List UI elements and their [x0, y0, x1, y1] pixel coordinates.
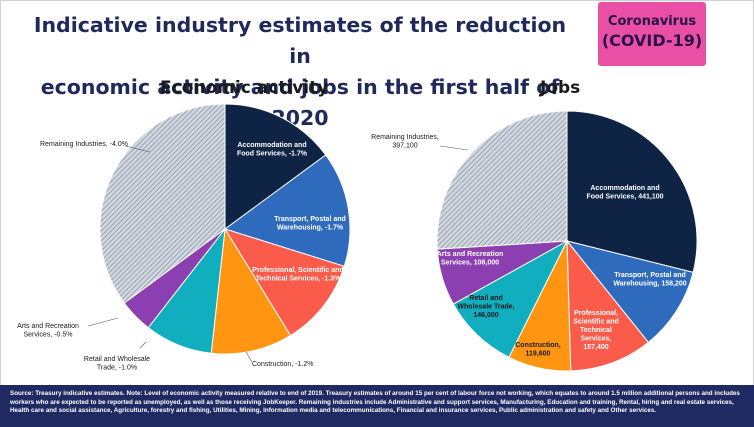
badge-line-1: Coronavirus [607, 14, 697, 29]
badge-line-2: (COVID-19) [601, 31, 703, 50]
jobs-chart-title: Jobs [540, 78, 581, 98]
jobs-label-construction: Construction, 119,600 [515, 342, 561, 358]
econ-label-construction: Construction, -1.2% [252, 361, 313, 368]
econ-leader-construction [245, 351, 253, 363]
econ-slice-accommodation [224, 103, 327, 230]
jobs-label-arts: Arts and Recreation Services, 108,000 [437, 251, 504, 267]
jobs-slice-retail [452, 239, 569, 358]
econ-label-retail: Retail and Wholesale Trade, -1.0% [84, 356, 150, 372]
coronavirus-badge: Coronavirus (COVID-19) [598, 2, 706, 66]
economic-activity-pie: Accommodation and Food Services, -1.7% Tra… [17, 103, 351, 372]
econ-label-professional: Professional, Scientific and Technical Se… [252, 267, 343, 283]
econ-label-accommodation: Accommodation and Food Services, -1.7% [237, 142, 308, 158]
jobs-label-professional: Professional, Scientific and Technical Serv… [573, 310, 619, 351]
source-footer: Source: Treasury indicative estimates. N… [0, 385, 754, 427]
econ-leader-arts [87, 317, 119, 327]
jobs-slice-accommodation [566, 110, 698, 273]
econ-leader-remaining [124, 145, 151, 153]
pie-charts: Accommodation and Food Services, -1.7% Tra… [17, 103, 698, 372]
jobs-pie: Accommodation and Food Services, 441,100 T… [371, 110, 698, 372]
jobs-slice-transport [565, 240, 694, 344]
jobs-label-accommodation: Accommodation and Food Services, 441,100 [586, 185, 663, 201]
econ-slice-construction [210, 227, 292, 355]
slide-title: Indicative industry estimates of the red… [20, 10, 580, 134]
jobs-leader-remaining [439, 145, 469, 151]
econ-slice-remaining [99, 103, 226, 304]
jobs-label-remaining: Remaining Industries, 397,100 [371, 134, 439, 150]
jobs-label-retail: Retail and Wholesale Trade, 146,000 [457, 295, 514, 319]
economic-activity-chart-title: Economic activity [160, 78, 329, 98]
title-line-1: Indicative industry estimates of the red… [33, 13, 567, 68]
econ-label-remaining: Remaining Industries, -4.0% [40, 141, 128, 148]
econ-leader-retail [139, 341, 147, 349]
econ-label-transport: Transport, Postal and Warehousing, -1.7% [274, 216, 346, 232]
jobs-label-transport: Transport, Postal and Warehousing, 158,20… [613, 272, 686, 288]
jobs-slice-remaining [436, 110, 568, 250]
title-line-2: economic activity and jobs in the first … [40, 75, 560, 130]
jobs-slice-professional [566, 239, 650, 372]
econ-slice-professional [223, 228, 345, 337]
econ-label-arts: Arts and Recreation Services, -0.5% [17, 323, 79, 339]
